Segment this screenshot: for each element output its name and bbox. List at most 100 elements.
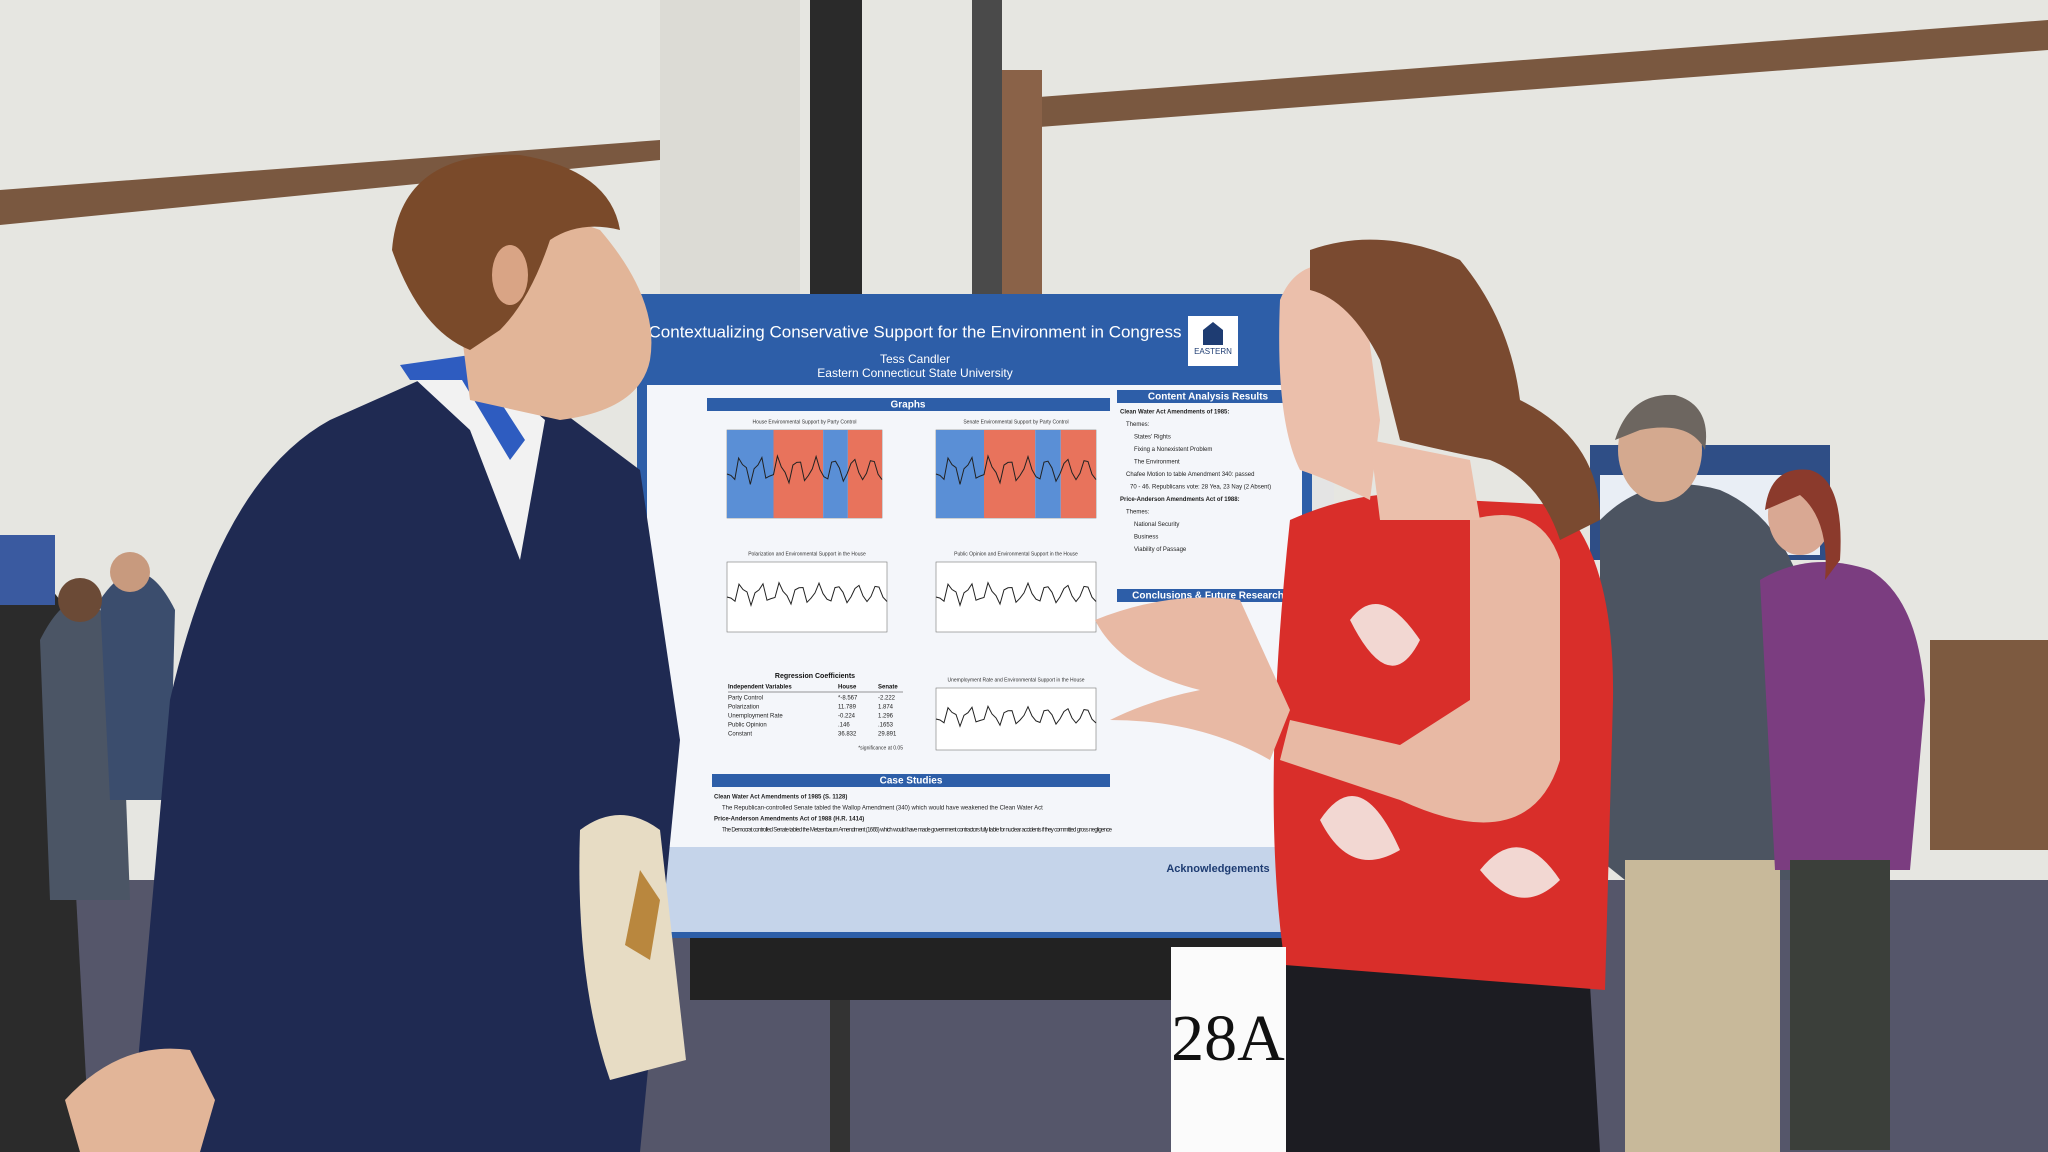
graph-frame <box>726 561 888 633</box>
table-title: Regression Coefficients <box>775 673 855 680</box>
sign-card <box>1171 947 1286 1152</box>
graph-title: Polarization and Environmental Support i… <box>748 551 866 557</box>
man-lanyard <box>400 355 525 460</box>
graph-title: Senate Environmental Support by Party Co… <box>963 419 1068 425</box>
poster-affiliation: Eastern Connecticut State University <box>817 366 1012 380</box>
table-header: Senate <box>878 685 898 691</box>
graph-line <box>726 581 888 607</box>
content-line: Business <box>1134 535 1158 541</box>
table-cell: .1653 <box>878 723 894 729</box>
content-line: 70 - 46. Republicans vote: 28 Yea, 23 Na… <box>1130 485 1271 491</box>
man <box>65 154 686 1152</box>
graph-line <box>935 704 1097 728</box>
poster-footer <box>647 847 1302 932</box>
woman-skirt <box>1275 960 1600 1152</box>
woman <box>1095 239 1614 1152</box>
pillar-edge <box>972 0 1002 300</box>
table-cell: Public Opinion <box>728 723 767 729</box>
content-line: Fixing a Nonexistent Problem <box>1134 447 1212 453</box>
woman-face <box>1279 264 1380 500</box>
graph-band <box>984 430 1036 518</box>
section-header: Content Analysis Results <box>1148 392 1269 403</box>
table-cell: 11.789 <box>838 705 857 711</box>
logo-text: EASTERN <box>1194 347 1232 356</box>
content-line: Clean Water Act Amendments of 1985: <box>1120 410 1229 416</box>
poster-content: House Environmental Support by Party Con… <box>714 410 1271 834</box>
content-line: Viability of Passage <box>1134 547 1187 553</box>
content-line: Themes: <box>1126 422 1150 428</box>
graph-title: House Environmental Support by Party Con… <box>753 419 857 425</box>
woman-arm <box>1280 515 1560 823</box>
table-cell: 36.832 <box>838 732 857 738</box>
graph-band <box>1035 430 1061 518</box>
section-header: Case Studies <box>880 776 943 787</box>
table-cell: *-8.567 <box>838 696 858 702</box>
stand-leg <box>830 1000 850 1152</box>
table-cell: -0.224 <box>838 714 856 720</box>
content-line: Chafee Motion to table Amendment 340: pa… <box>1126 472 1254 478</box>
table-header: House <box>838 685 857 691</box>
table-cell: .146 <box>838 723 850 729</box>
graph-band <box>936 430 984 518</box>
table-cell: Constant <box>728 732 752 738</box>
wall-panel <box>1930 640 2048 850</box>
background-person <box>0 573 90 1152</box>
background-man-pants <box>1625 860 1780 1152</box>
graph-frame <box>935 561 1097 633</box>
table-cell: 29.891 <box>878 732 897 738</box>
background-woman-jacket <box>1760 562 1925 870</box>
graph-line <box>935 581 1097 607</box>
table-note: *significance at 0.05 <box>858 745 903 751</box>
wall-trim-right <box>1000 20 2048 130</box>
background-poster <box>0 535 55 605</box>
table-cell: -2.222 <box>878 696 896 702</box>
graph-band <box>727 430 774 518</box>
table-cell: 1.296 <box>878 714 894 720</box>
background-woman-pants <box>1790 860 1890 1150</box>
case-study-line: Price-Anderson Amendments Act of 1988 (H… <box>714 817 864 823</box>
content-line: States' Rights <box>1134 435 1171 441</box>
column <box>660 0 800 300</box>
graph-frame <box>935 687 1097 751</box>
background-person <box>100 572 175 800</box>
poster-title: Contextualizing Conservative Support for… <box>649 322 1182 341</box>
table-cell: Unemployment Rate <box>728 714 783 720</box>
section-header-bar <box>1117 589 1300 602</box>
section-header-bar <box>712 774 1110 787</box>
content-line: Themes: <box>1126 510 1150 516</box>
man-blazer <box>130 380 680 1152</box>
content-line: Price-Anderson Amendments Act of 1988: <box>1120 497 1240 503</box>
woman-hand <box>1095 597 1290 760</box>
case-study-line: Clean Water Act Amendments of 1985 (S. 1… <box>714 795 847 801</box>
table-cell: Polarization <box>728 705 759 711</box>
section-header-bar <box>1117 390 1300 403</box>
graph-title: Unemployment Rate and Environmental Supp… <box>947 677 1084 683</box>
woman-hair <box>1310 239 1600 541</box>
door-frame <box>1002 70 1042 300</box>
graph-band <box>773 430 824 518</box>
acknowledgements-header: Acknowledgements <box>1166 863 1269 875</box>
section-header-bar <box>707 398 1110 411</box>
woman-neck <box>1370 440 1480 520</box>
woman-top-pattern <box>1320 604 1560 898</box>
graph-title: Public Opinion and Environmental Support… <box>954 551 1078 557</box>
bag-strap <box>625 870 660 960</box>
background-man-hair <box>1615 394 1707 450</box>
man-ear <box>492 245 528 305</box>
background-woman-hair <box>1765 469 1841 580</box>
sign-number: 28A <box>1171 1002 1285 1075</box>
graph-band <box>823 430 848 518</box>
section-header: Conclusions & Future Research <box>1132 591 1284 602</box>
background-head <box>58 578 102 622</box>
table-header: Independent Variables <box>728 685 792 691</box>
man-hand <box>65 1048 215 1152</box>
graph-band <box>1060 430 1096 518</box>
poster-author: Tess Candler <box>880 352 950 366</box>
graph-line <box>935 454 1097 485</box>
graph-line <box>726 454 883 485</box>
pillar <box>810 0 862 300</box>
case-study-line: The Democrat controlled Senate tabled th… <box>722 828 1113 834</box>
section-header: Graphs <box>890 400 925 411</box>
